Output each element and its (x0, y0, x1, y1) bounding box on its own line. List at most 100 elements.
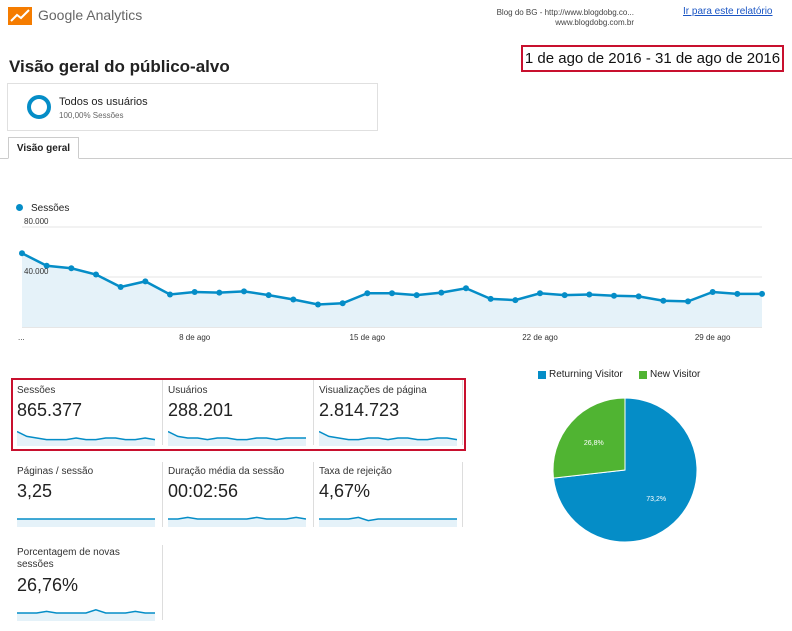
pie-slice-label: 73,2% (646, 496, 666, 503)
metric-separator (462, 462, 463, 527)
app-name: Google Analytics (38, 7, 143, 23)
sessions-point (142, 278, 149, 285)
sparkline-area (17, 431, 155, 446)
sessions-point (43, 262, 50, 269)
sparkline-area (17, 519, 155, 527)
metric-card[interactable]: Porcentagem de novas sessões 26,76% (17, 547, 157, 627)
google-analytics-logo-icon (8, 7, 32, 25)
metric-sparkline (168, 430, 306, 446)
metric-value: 4,67% (319, 481, 371, 501)
date-range-picker[interactable]: 1 de ago de 2016 - 31 de ago de 2016 (521, 45, 784, 72)
metric-card[interactable]: Duração média da sessão 00:02:56 (168, 466, 308, 536)
page-title: Visão geral do público-alvo (9, 57, 230, 76)
metric-separator (313, 462, 314, 527)
sessions-point (685, 298, 691, 305)
segment-all-users[interactable]: Todos os usuários 100,00% Sessões (7, 83, 378, 131)
sessions-point (413, 292, 420, 299)
sparkline-area (319, 517, 457, 527)
metric-value: 288.201 (168, 400, 234, 420)
sessions-point (241, 288, 247, 295)
new-visitor-legend-dot (639, 371, 647, 379)
sessions-point (561, 292, 568, 299)
metric-separator (313, 380, 314, 445)
metric-value: 00:02:56 (168, 481, 239, 501)
sessions-point (611, 292, 617, 299)
metric-label: Taxa de rejeição (319, 466, 392, 477)
y-tick-label: 80.000 (24, 217, 49, 226)
x-tick-label: 15 de ago (350, 333, 386, 342)
sessions-point (635, 293, 642, 300)
metric-card[interactable]: Usuários 288.201 (168, 385, 308, 455)
sessions-point (290, 296, 297, 303)
x-tick-label: 29 de ago (695, 333, 731, 342)
segment-percentage: 100,00% Sessões (59, 111, 124, 120)
metric-value: 2.814.723 (319, 400, 400, 420)
sessions-point (389, 290, 395, 297)
returning-visitor-legend-label[interactable]: Returning Visitor (549, 369, 623, 380)
sessions-legend-label[interactable]: Sessões (31, 203, 70, 214)
x-tick-label: 8 de ago (179, 333, 211, 342)
sessions-point (660, 297, 667, 304)
metric-value: 26,76% (17, 575, 79, 595)
new-visitor-slice[interactable] (552, 397, 626, 479)
metric-card[interactable]: Sessões 865.377 (17, 385, 157, 455)
tab-overview[interactable]: Visão geral (8, 137, 79, 159)
sessions-point (315, 301, 321, 308)
sparkline-line (17, 609, 155, 614)
sessions-point (586, 291, 593, 298)
metric-label: Duração média da sessão (168, 466, 285, 477)
sessions-point (339, 300, 346, 307)
metric-sparkline (17, 518, 155, 527)
sparkline-line (319, 516, 457, 522)
new-visitor-legend-label[interactable]: New Visitor (650, 369, 701, 380)
metric-sparkline (17, 430, 155, 446)
tab-bar-divider (0, 158, 792, 159)
metric-card[interactable]: Taxa de rejeição 4,67% (319, 466, 459, 536)
visitor-type-pie-chart[interactable]: 73,2% 26,8% (550, 395, 700, 545)
returning-visitor-legend-dot (538, 371, 546, 379)
site-url: www.blogdobg.com.br (555, 18, 634, 27)
highlight-box (11, 378, 466, 451)
sessions-point (117, 284, 124, 290)
metric-sparkline (319, 430, 457, 446)
go-to-report-link[interactable]: Ir para este relatório (683, 6, 773, 17)
metric-separator (162, 545, 163, 620)
metric-label: Páginas / sessão (17, 466, 94, 477)
x-tick-label: 22 de ago (522, 333, 558, 342)
sparkline-area (319, 431, 457, 446)
x-tick-label: ... (18, 333, 25, 342)
sparkline-line (319, 430, 457, 441)
metric-card[interactable]: Visualizações de página 2.814.723 (319, 385, 459, 455)
site-name: Blog do BG - http://www.blogdobg.co... (496, 8, 634, 17)
segment-ring-icon (27, 95, 51, 119)
metric-value: 3,25 (17, 481, 53, 501)
sessions-area (22, 253, 762, 327)
sessions-point (191, 289, 198, 295)
metric-value: 865.377 (17, 400, 83, 420)
metric-card[interactable]: Páginas / sessão 3,25 (17, 466, 157, 536)
sparkline-line (168, 516, 306, 520)
sessions-point (438, 289, 445, 296)
metric-label: Porcentagem de novas sessões (17, 547, 120, 570)
sessions-point (68, 265, 75, 272)
sessions-point (216, 289, 223, 296)
sparkline-area (168, 431, 306, 446)
segment-label: Todos os usuários (59, 96, 148, 108)
sessions-point (734, 290, 741, 297)
sessions-point (487, 295, 494, 302)
pie-slice-label: 26,8% (584, 440, 604, 447)
sparkline-line (17, 430, 155, 441)
metric-separator (162, 462, 163, 527)
metric-sparkline (319, 516, 457, 527)
sessions-legend-dot (16, 204, 23, 211)
metric-sparkline (168, 516, 306, 527)
sparkline-line (168, 430, 306, 441)
sessions-point (167, 291, 173, 298)
metric-label: Visualizações de página (319, 385, 427, 396)
metric-label: Sessões (17, 385, 56, 396)
sessions-point (759, 290, 765, 297)
sessions-line-chart[interactable]: 80.000 40.000... 8 de ago 15 de ago 22 de ag… (0, 215, 792, 345)
metric-sparkline (17, 609, 155, 621)
sessions-point (512, 297, 519, 304)
metric-separator (162, 380, 163, 445)
